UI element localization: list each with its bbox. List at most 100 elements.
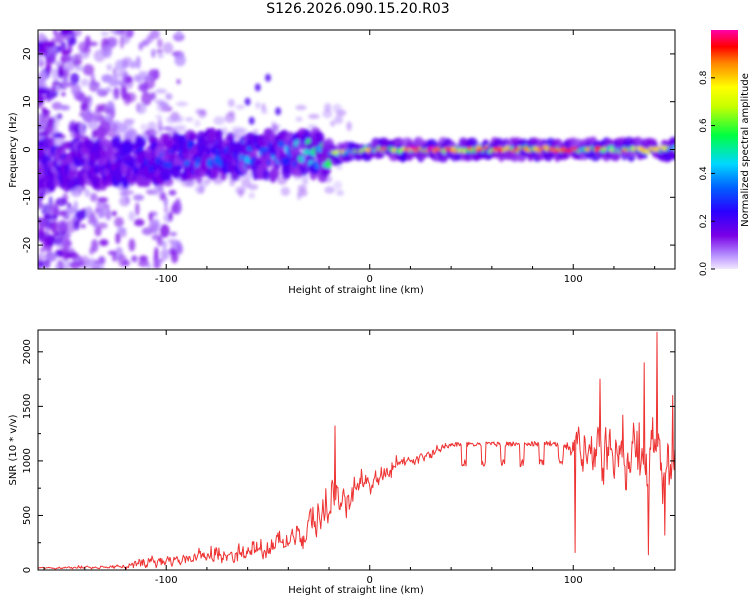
spectrogram-cell xyxy=(84,189,91,198)
spectrogram-cell xyxy=(52,231,64,245)
spectrogram-cell xyxy=(226,132,235,142)
spectrogram-cell xyxy=(95,104,103,113)
spectrogram-cell xyxy=(303,148,310,156)
spectrogram-cell xyxy=(96,199,107,212)
spectrogram-cell xyxy=(58,134,66,140)
spectrogram-xtick-label: -100 xyxy=(155,274,178,285)
spectrogram-cell xyxy=(38,223,45,237)
spectrogram-cell xyxy=(141,82,149,92)
colorbar-tick-label: 0.8 xyxy=(699,70,709,85)
spectrogram-cell xyxy=(167,126,178,133)
snr-ytick-label: 2000 xyxy=(22,339,33,364)
spectrogram-cell xyxy=(176,243,183,255)
spectrogram-cell xyxy=(176,79,181,85)
spectrogram-cell xyxy=(221,127,228,136)
spectrogram-cell xyxy=(51,46,58,52)
spectrogram-cell xyxy=(156,49,164,54)
snr-ytick-label: 0 xyxy=(22,567,33,573)
spectrogram-cell xyxy=(672,151,675,160)
spectrogram-cell xyxy=(51,82,57,93)
spectrogram-cell xyxy=(122,131,134,140)
spectrogram-cell xyxy=(71,83,81,96)
figure-title: S126.2026.090.15.20.R03 xyxy=(266,1,450,17)
snr-xtick-label: 100 xyxy=(564,575,583,586)
spectrogram-cell xyxy=(540,139,548,147)
spectrogram-cell xyxy=(70,186,82,197)
spectrogram-cell xyxy=(38,54,44,65)
spectrogram-cell xyxy=(56,113,63,120)
spectrogram-cell xyxy=(117,227,127,233)
spectrogram-cell xyxy=(160,248,170,260)
spectrogram-cell xyxy=(110,30,118,34)
colorbar-tick-label: 0.4 xyxy=(699,166,709,181)
spectrogram-cell xyxy=(315,131,325,145)
spectrogram-cell xyxy=(161,240,167,249)
spectrogram-cell xyxy=(174,115,184,123)
spectrogram-ytick-label: -20 xyxy=(22,237,33,253)
spectrogram-cell xyxy=(92,129,97,139)
spectrogram-cell xyxy=(111,122,119,133)
spectrogram-cell xyxy=(346,121,352,131)
spectrogram-cell xyxy=(87,119,98,130)
spectrogram-cell xyxy=(210,166,220,179)
spectrogram-cell xyxy=(61,239,73,248)
spectrogram-cell xyxy=(96,87,106,96)
spectrogram-cell xyxy=(79,176,87,187)
spectrogram-cell xyxy=(181,182,192,187)
spectrogram-cell xyxy=(295,104,307,111)
spectrogram-cell xyxy=(54,32,64,44)
spectrogram-cell xyxy=(322,109,333,119)
spectrogram-cell xyxy=(324,186,335,194)
spectrogram-cell xyxy=(280,186,291,196)
snr-ytick-label: 500 xyxy=(22,506,33,525)
spectrogram-cell xyxy=(162,42,174,54)
spectrogram-cell xyxy=(61,30,73,36)
spectrogram-cell xyxy=(261,107,268,115)
spectrogram-cell xyxy=(121,141,134,155)
spectrogram-cell xyxy=(75,66,84,72)
spectrogram-cell xyxy=(53,91,59,97)
spectrogram-cell xyxy=(188,132,197,142)
spectrogram-cell xyxy=(105,209,112,221)
spectrogram-cell xyxy=(155,88,167,94)
spectrogram-cell xyxy=(241,178,252,188)
spectrogram-cell xyxy=(98,256,106,264)
snr-xtick-label: 0 xyxy=(367,575,373,586)
spectrogram-cell xyxy=(168,189,177,196)
snr-frame xyxy=(37,329,676,571)
spectrogram-cell xyxy=(63,64,75,72)
spectrogram-cell xyxy=(175,101,188,107)
colorbar-gradient xyxy=(711,30,738,269)
spectrogram-cell xyxy=(324,103,332,112)
spectrogram-xtick-label: 100 xyxy=(564,274,583,285)
spectrogram-cell xyxy=(60,54,66,68)
spectrogram-cell xyxy=(175,165,183,171)
colorbar-tick-label: 0.6 xyxy=(699,118,709,133)
snr-series-line xyxy=(38,331,675,570)
spectrogram-cell xyxy=(141,39,149,47)
spectrogram-ytick-label: 20 xyxy=(22,48,33,61)
spectrogram-cell xyxy=(80,224,86,229)
spectrogram-cell xyxy=(56,211,68,216)
colorbar-ticks: 0.0 0.2 0.4 0.6 0.8 xyxy=(699,70,715,276)
spectrogram-cell xyxy=(65,206,76,215)
spectrogram-cell xyxy=(252,128,259,135)
spectrogram-xtick-label: 0 xyxy=(367,274,373,285)
snr-ylabel: SNR (10 * v/v) xyxy=(8,414,19,485)
spectrogram-cell xyxy=(88,41,98,47)
spectrogram-cell xyxy=(670,146,675,158)
spectrogram-cell xyxy=(333,180,343,190)
spectrogram-cell xyxy=(38,201,44,210)
spectrogram-cell xyxy=(73,219,81,231)
spectrogram-cell xyxy=(136,103,147,114)
spectrogram-cell xyxy=(135,56,141,69)
spectrogram-cell xyxy=(140,123,148,131)
spectrogram-cell xyxy=(248,116,255,125)
spectrogram-cell xyxy=(165,93,173,100)
spectrogram-cell xyxy=(90,82,101,87)
spectrogram-cell xyxy=(122,69,128,84)
spectrogram-cell xyxy=(141,227,154,236)
spectrogram-cell xyxy=(128,211,136,222)
spectrogram-cell xyxy=(300,175,309,181)
